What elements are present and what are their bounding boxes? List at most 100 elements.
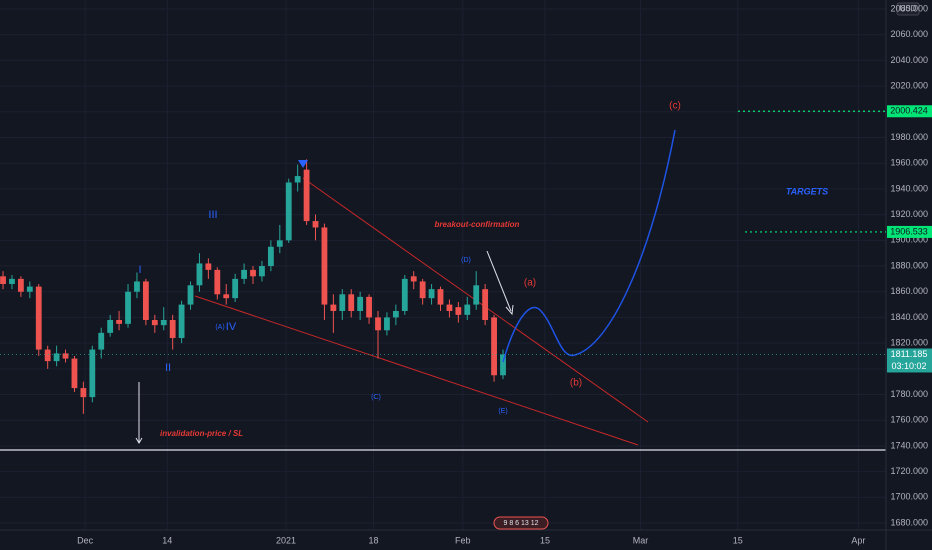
candle-body [241,269,247,279]
y-tick-label: 1940.000 [890,183,928,193]
arrow [486,250,512,312]
candle-body [116,320,122,324]
candle-body [250,269,256,277]
y-tick-label: 1680.000 [890,517,928,527]
candle-body [134,281,140,292]
y-tick-label: 1740.000 [890,440,928,450]
candle-body [169,320,176,338]
y-tick-label: 1920.000 [890,209,928,219]
y-tick-label: 2020.000 [890,80,928,90]
x-tick-label: Apr [851,535,865,545]
annotation: (C) [371,394,381,401]
candle-body [303,169,310,222]
target-box [887,225,932,238]
candle-body [366,296,372,318]
badge[interactable] [493,516,549,530]
candle-body [142,281,149,321]
x-tick-label: 15 [540,535,550,545]
candle-body [62,353,69,359]
target-label: 1906.533 [890,226,928,236]
arrow-head [135,437,143,444]
last-price-box [887,348,932,373]
candle-body [357,296,364,312]
candle-body [53,353,60,362]
x-tick-label: 2021 [276,535,296,545]
candle-body [98,332,105,350]
candle-body [482,289,489,321]
arrow-head [505,304,514,316]
candle-body [89,349,96,398]
y-tick-label: 1980.000 [890,132,928,142]
candle-body [160,320,167,326]
candle-body [151,320,158,326]
candle-body [384,317,390,331]
candle-body [446,304,453,312]
annotation: II [165,362,171,374]
candles [0,159,506,414]
candle-body [71,358,78,389]
candle-body [330,304,337,312]
candle-body [223,294,230,299]
annotation: (A) [215,324,224,331]
candle-body [26,286,33,292]
annotation: (b) [570,378,582,389]
candle-body [419,281,426,299]
y-tick-label: 2040.000 [890,55,928,65]
candle-body [196,263,203,286]
candle-body [455,307,462,315]
badge-text[interactable]: 9 8 6 13 12 [503,520,538,527]
x-tick-label: Mar [633,535,649,545]
candle-body [401,278,408,312]
candle-body [410,276,417,282]
lower-trendline [194,295,639,446]
candle-body [44,349,51,362]
candle-body [321,227,328,305]
y-tick-label: 1840.000 [890,312,928,322]
annotation: invalidation-price / SL [160,429,243,438]
annotation: (c) [669,101,681,112]
y-tick-label: 1760.000 [890,415,928,425]
candle-body [285,182,292,241]
y-tick-label: 1960.000 [890,158,928,168]
target-box [887,105,932,118]
candle-body [259,266,265,277]
y-tick-label: 1720.000 [890,466,928,476]
x-tick-label: 15 [733,535,743,545]
annotation: (a) [524,278,536,289]
candle-body [294,176,301,183]
annotation: TARGETS [786,186,828,196]
candle-body [276,240,283,247]
y-tick-label: 1900.000 [890,235,928,245]
annotation: (D) [461,257,471,264]
y-tick-label: 2080.000 [890,3,928,13]
y-tick-label: 1780.000 [890,389,928,399]
annotation: IV [226,321,237,333]
candle-body [125,291,131,324]
y-tick-label: 1880.000 [890,260,928,270]
target-label: 2000.424 [890,106,928,116]
x-tick-label: 18 [369,535,379,545]
candle-body [348,294,355,312]
candle-body [9,278,15,285]
candle-body [267,246,274,267]
price-axis [886,0,932,550]
y-tick-label: 1700.000 [890,492,928,502]
candle-body [214,269,221,295]
y-tick-label: 1860.000 [890,286,928,296]
currency-box[interactable] [896,2,920,16]
x-tick-label: Dec [77,535,94,545]
currency[interactable]: USD [900,4,917,13]
annotation: I [138,264,141,276]
candle-body [437,289,444,305]
last-price-label: 1811.185 [891,349,928,359]
projection-curve [502,129,676,363]
candle-body [464,304,471,315]
candle-body [491,317,497,376]
candle-body [428,289,435,299]
candle-body [107,320,114,333]
x-tick-label: Feb [455,535,471,545]
candle-body [312,221,319,228]
annotation: breakout-confirmation [435,220,520,229]
